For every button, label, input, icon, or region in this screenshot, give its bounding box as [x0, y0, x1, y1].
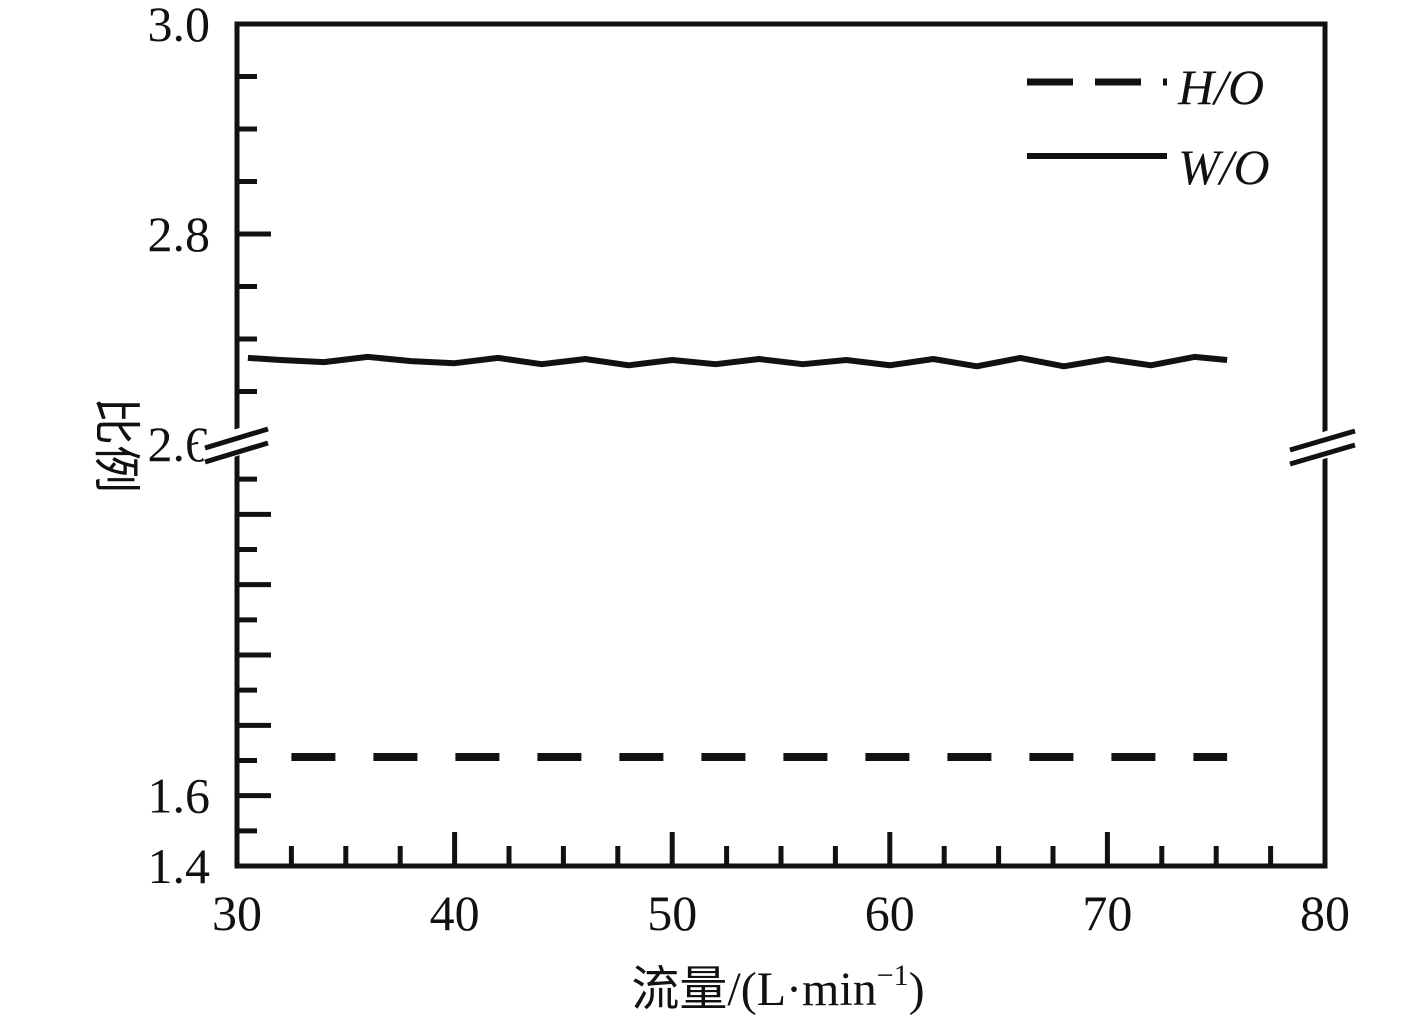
x-axis-title-close: ) [909, 963, 925, 1016]
left-break-line-1 [204, 426, 269, 451]
series-line-w-o [247, 353, 1228, 370]
legend: H/O W/O [1027, 59, 1270, 195]
x-tick-label: 80 [1300, 885, 1350, 941]
ticks-layer: 30 40 50 60 70 801.41.62.62.83.0 [148, 0, 1351, 941]
axis-break-marks [197, 419, 1363, 469]
y-tick-label: 2.8 [148, 206, 211, 262]
series-layer [247, 353, 1228, 761]
y-tick-label: 3.0 [148, 0, 211, 52]
x-tick-label: 50 [647, 885, 697, 941]
y-tick-label: 1.4 [148, 838, 211, 894]
right-break-line-2 [1289, 442, 1356, 467]
right-break-line-1 [1289, 428, 1356, 453]
x-axis-title-superscript: −1 [877, 959, 909, 992]
plot-frame [234, 21, 1328, 869]
x-axis-title-main: 流量/(L·min [631, 963, 876, 1016]
x-tick-label: 60 [865, 885, 915, 941]
x-tick-label: 40 [430, 885, 480, 941]
y-axis-title: 比例 [89, 397, 142, 493]
legend-label-w-o: W/O [1178, 139, 1270, 195]
x-axis-title: 流量/(L·min−1) [631, 959, 924, 1016]
legend-label-h-o: H/O [1177, 59, 1264, 115]
x-tick-label: 30 [212, 885, 262, 941]
y-tick-label: 1.6 [148, 768, 211, 824]
left-break-line-2 [204, 440, 269, 465]
x-tick-label: 70 [1082, 885, 1132, 941]
